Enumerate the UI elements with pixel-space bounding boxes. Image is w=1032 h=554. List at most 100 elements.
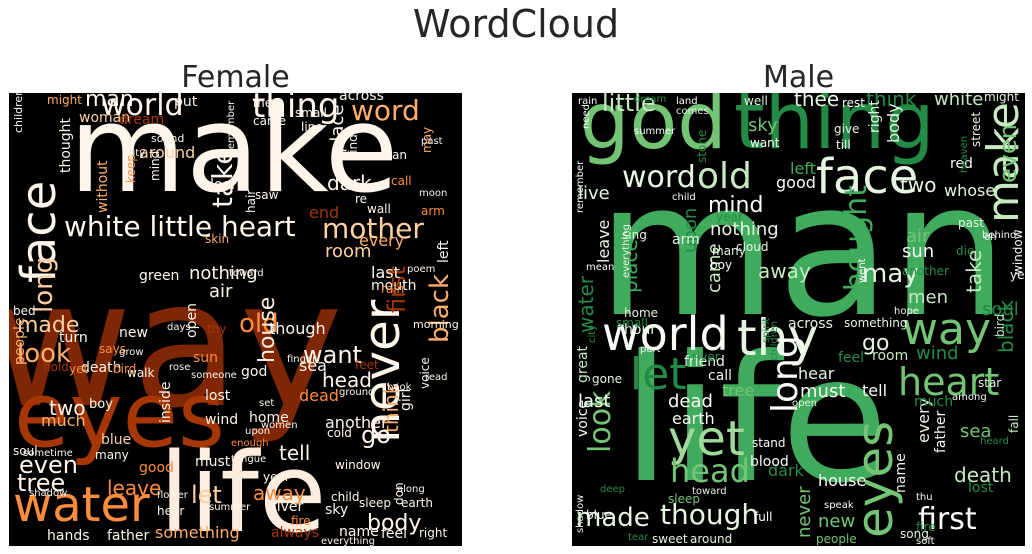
cloud-word: walk bbox=[127, 366, 155, 380]
cloud-word: lost bbox=[968, 480, 994, 496]
cloud-word: set bbox=[259, 398, 275, 409]
cloud-word: rain bbox=[381, 282, 405, 296]
cloud-word: woman bbox=[79, 110, 131, 126]
cloud-word: dream bbox=[634, 94, 667, 105]
cloud-word: always bbox=[271, 525, 320, 541]
cloud-word: small bbox=[616, 316, 648, 330]
cloud-word: live bbox=[578, 183, 610, 204]
cloud-word: must bbox=[195, 454, 231, 470]
cloud-word: air bbox=[209, 281, 233, 302]
cloud-word: hands bbox=[47, 528, 90, 544]
cloud-word: city bbox=[127, 148, 146, 159]
female-panel-title: Female bbox=[181, 60, 290, 95]
cloud-word: heart bbox=[898, 360, 1000, 404]
cloud-word: another bbox=[325, 413, 388, 432]
cloud-word: among bbox=[952, 392, 987, 403]
cloud-word: let bbox=[630, 349, 687, 400]
cloud-word: last bbox=[578, 391, 611, 412]
cloud-word: everything bbox=[321, 536, 375, 547]
cloud-word: thee bbox=[794, 93, 840, 111]
cloud-word: house bbox=[818, 471, 867, 490]
cloud-word: star bbox=[978, 376, 1002, 390]
cloud-word: home bbox=[624, 306, 659, 320]
cloud-word: good bbox=[776, 173, 816, 192]
cloud-word: tell bbox=[862, 381, 888, 400]
cloud-word: speak bbox=[824, 500, 854, 511]
cloud-word: sometime bbox=[23, 448, 73, 459]
cloud-word: mind bbox=[148, 150, 162, 181]
cloud-word: shadow bbox=[29, 488, 68, 499]
cloud-word: line bbox=[301, 120, 323, 134]
cloud-word: old bbox=[697, 156, 752, 197]
cloud-word: face bbox=[816, 149, 919, 205]
cloud-word: mind bbox=[708, 193, 764, 218]
cloud-word: tear bbox=[628, 532, 649, 543]
male-panel-title: Male bbox=[762, 60, 835, 95]
cloud-word: window bbox=[335, 458, 381, 472]
cloud-word: sweet bbox=[652, 532, 688, 546]
cloud-word: body bbox=[367, 511, 422, 536]
cloud-word: men bbox=[253, 96, 280, 110]
cloud-word: feel bbox=[381, 526, 408, 542]
cloud-word: sea bbox=[299, 356, 327, 375]
cloud-word: wind bbox=[205, 412, 239, 428]
cloud-word: man bbox=[597, 142, 1008, 358]
cloud-word: says bbox=[99, 342, 126, 356]
cloud-word: room bbox=[325, 241, 372, 262]
male-wordcloud: man life god thing world thy face word old make wa… bbox=[572, 93, 1025, 546]
cloud-word: wall bbox=[367, 202, 391, 216]
cloud-word: child bbox=[331, 490, 360, 504]
cloud-word: oh bbox=[984, 232, 997, 243]
cloud-word: good bbox=[139, 460, 174, 476]
cloud-word: word bbox=[622, 160, 696, 195]
cloud-word: head bbox=[322, 368, 372, 392]
cloud-word: home bbox=[249, 410, 289, 426]
cloud-word: soul bbox=[982, 299, 1019, 320]
cloud-word: wind bbox=[916, 343, 959, 364]
cloud-word: might bbox=[984, 93, 1019, 104]
cloud-word: green bbox=[139, 268, 180, 284]
cloud-word: word bbox=[351, 94, 420, 127]
cloud-word: two bbox=[49, 396, 86, 420]
cloud-word: city bbox=[587, 324, 598, 343]
cloud-word: never bbox=[794, 486, 815, 538]
cloud-word: white bbox=[934, 93, 984, 110]
cloud-word: book bbox=[387, 382, 412, 393]
cloud-word: shadow bbox=[575, 494, 586, 533]
cloud-word: end bbox=[309, 203, 340, 222]
cloud-word: women bbox=[261, 420, 298, 431]
cloud-word: might bbox=[47, 93, 82, 107]
cloud-word: need bbox=[581, 104, 592, 129]
cloud-word: upon bbox=[245, 426, 271, 437]
cloud-word: flower bbox=[157, 490, 188, 501]
cloud-word: new bbox=[818, 511, 856, 532]
cloud-word: life bbox=[622, 319, 889, 522]
cloud-word: saw bbox=[255, 188, 279, 202]
cloud-word: people bbox=[816, 532, 857, 546]
cloud-word: thing bbox=[252, 93, 340, 126]
cloud-word: soft bbox=[916, 536, 935, 547]
cloud-word: child bbox=[672, 192, 696, 203]
cloud-word: give bbox=[834, 122, 860, 136]
cloud-word: thing bbox=[734, 93, 935, 167]
cloud-word: hear bbox=[157, 504, 185, 518]
cloud-word: black bbox=[425, 273, 455, 343]
cloud-word: inside bbox=[158, 381, 174, 423]
cloud-word: man bbox=[85, 93, 134, 112]
female-wordcloud: make way eyes life water face white little hea… bbox=[9, 93, 462, 546]
cloud-word: two bbox=[900, 173, 937, 197]
cloud-word: feet bbox=[355, 358, 379, 372]
cloud-word: made bbox=[576, 503, 650, 533]
cloud-word: turn bbox=[59, 330, 88, 346]
cloud-word: dead bbox=[668, 391, 713, 412]
cloud-word: look bbox=[17, 339, 72, 369]
cloud-word: small bbox=[295, 106, 327, 120]
cloud-word: yet bbox=[668, 411, 745, 467]
cloud-word: boy bbox=[710, 258, 733, 272]
cloud-word: mother bbox=[322, 212, 424, 245]
cloud-word: water bbox=[13, 477, 150, 533]
cloud-word: street bbox=[969, 111, 983, 147]
cloud-word: across bbox=[339, 93, 384, 104]
cloud-word: way bbox=[902, 304, 991, 355]
figure-title: WordCloud bbox=[412, 2, 620, 46]
